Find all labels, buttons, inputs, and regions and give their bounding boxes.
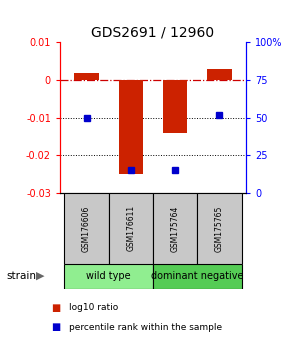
- Bar: [153, 264, 242, 289]
- Text: ▶: ▶: [36, 271, 45, 281]
- Bar: [119, 80, 143, 174]
- Title: GDS2691 / 12960: GDS2691 / 12960: [92, 26, 214, 40]
- Text: ■: ■: [51, 322, 60, 332]
- Bar: [64, 193, 109, 264]
- Bar: [64, 264, 153, 289]
- Bar: [207, 69, 232, 80]
- Bar: [74, 73, 99, 80]
- Text: percentile rank within the sample: percentile rank within the sample: [69, 323, 222, 332]
- Bar: [197, 193, 242, 264]
- Text: GSM175765: GSM175765: [215, 205, 224, 252]
- Text: wild type: wild type: [86, 271, 131, 281]
- Bar: [153, 193, 197, 264]
- Text: strain: strain: [6, 271, 36, 281]
- Text: log10 ratio: log10 ratio: [69, 303, 118, 313]
- Text: ■: ■: [51, 303, 60, 313]
- Text: dominant negative: dominant negative: [151, 271, 244, 281]
- Text: GSM176611: GSM176611: [126, 205, 135, 251]
- Bar: [109, 193, 153, 264]
- Text: GSM176606: GSM176606: [82, 205, 91, 252]
- Text: GSM175764: GSM175764: [171, 205, 180, 252]
- Bar: [163, 80, 187, 133]
